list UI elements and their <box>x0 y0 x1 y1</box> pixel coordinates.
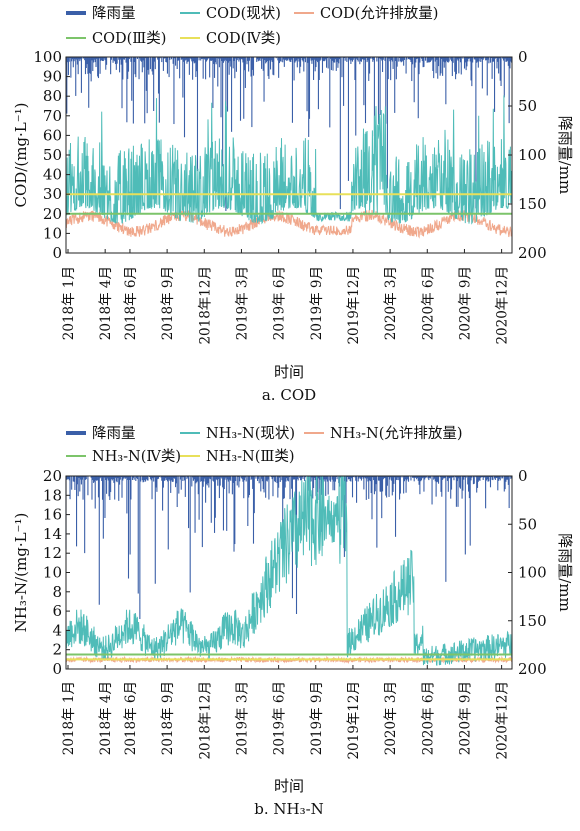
y-left-tick-label: 100 <box>33 48 62 66</box>
chart-caption: b. NH₃-N <box>254 800 324 818</box>
y-left-tick-label: 2 <box>52 641 62 659</box>
y-left-tick-label: 0 <box>52 660 62 678</box>
allowed-series-line <box>65 208 513 239</box>
legend-item: COD(Ⅲ类) <box>92 30 166 47</box>
x-tick-label: 2020年 9月 <box>457 266 473 340</box>
y-right-tick-label: 50 <box>518 515 537 533</box>
y-left-tick-label: 80 <box>43 87 62 105</box>
legend: 降雨量 COD(现状) COD(允许排放量) COD(Ⅲ类) COD(Ⅳ类) <box>66 5 438 47</box>
y-right-tick-label: 50 <box>518 97 537 115</box>
x-tick-label: 2018年12月 <box>197 681 213 760</box>
y-left-tick-label: 10 <box>43 224 62 242</box>
y-left-tick-label: 70 <box>43 107 62 125</box>
x-tick-label: 2018年 1月 <box>61 266 77 340</box>
x-axis-label: 时间 <box>274 363 304 381</box>
y-right-tick-label: 100 <box>518 146 547 164</box>
x-tick-label: 2020年 3月 <box>383 266 399 340</box>
x-tick-label: 2020年 6月 <box>420 681 436 755</box>
x-tick-label: 2020年 9月 <box>457 681 473 755</box>
x-tick-label: 2020年12月 <box>495 681 511 760</box>
y-left-axis-label: NH₃-N/(mg·L⁻¹) <box>12 513 30 633</box>
legend: 降雨量 NH₃-N(现状) NH₃-N(允许排放量) NH₃-N(Ⅳ类) NH₃-N(Ⅲ… <box>66 425 463 465</box>
current-series-line <box>65 475 513 666</box>
x-tick-label: 2018年 1月 <box>61 681 77 755</box>
y-right-tick-label: 0 <box>518 467 528 485</box>
legend-item: NH₃-N(Ⅳ类) <box>92 448 181 465</box>
x-tick-label: 2019年 3月 <box>234 681 250 755</box>
y-right-tick-label: 150 <box>518 612 547 630</box>
y-left-tick-label: 12 <box>43 544 62 562</box>
y-left-tick-label: 0 <box>52 244 62 262</box>
legend-item: COD(允许排放量) <box>320 5 438 22</box>
y-left-tick-label: 10 <box>43 564 62 582</box>
x-tick-label: 2018年 9月 <box>160 681 176 755</box>
y-left-tick-label: 8 <box>52 583 62 601</box>
x-tick-label: 2018年 4月 <box>98 266 114 340</box>
x-tick-label: 2019年12月 <box>346 266 362 345</box>
y-right-tick-label: 200 <box>518 660 547 678</box>
y-left-tick-label: 16 <box>43 506 62 524</box>
x-tick-label: 2019年12月 <box>346 681 362 760</box>
y-left-tick-label: 60 <box>43 126 62 144</box>
x-tick-label: 2019年 9月 <box>309 681 325 755</box>
y-left-tick-label: 40 <box>43 166 62 184</box>
y-left-axis-label: COD/(mg·L⁻¹) <box>12 102 30 207</box>
x-tick-label: 2018年 4月 <box>98 681 114 755</box>
x-axis-label: 时间 <box>274 777 304 795</box>
rainfall-series <box>65 476 513 619</box>
legend-item: NH₃-N(现状) <box>206 425 295 442</box>
y-left-tick-label: 6 <box>52 602 62 620</box>
y-right-tick-label: 100 <box>518 564 547 582</box>
x-tick-label: 2019年 9月 <box>309 266 325 340</box>
y-right-tick-label: 150 <box>518 195 547 213</box>
y-right-tick-label: 0 <box>518 48 528 66</box>
x-tick-label: 2019年 3月 <box>234 266 250 340</box>
legend-item: COD(Ⅳ类) <box>206 30 281 47</box>
x-tick-label: 2018年 9月 <box>160 266 176 340</box>
rainfall-series <box>65 57 513 212</box>
x-tick-label: 2019年 6月 <box>272 266 288 340</box>
y-right-axis-label: 降雨量/mm <box>556 116 574 195</box>
y-right-axis-label: 降雨量/mm <box>556 533 574 612</box>
legend-item: COD(现状) <box>206 5 281 22</box>
legend-item: NH₃-N(允许排放量) <box>330 425 463 442</box>
legend-item: 降雨量 <box>92 425 136 442</box>
y-left-tick-label: 18 <box>43 486 62 504</box>
y-left-tick-label: 20 <box>43 467 62 485</box>
y-left-tick-label: 30 <box>43 185 62 203</box>
x-tick-label: 2018年 6月 <box>123 266 139 340</box>
x-tick-label: 2020年 3月 <box>383 681 399 755</box>
x-tick-label: 2020年 6月 <box>420 266 436 340</box>
x-tick-label: 2019年 6月 <box>272 681 288 755</box>
y-left-tick-label: 20 <box>43 205 62 223</box>
chart-caption: a. COD <box>262 386 316 404</box>
y-left-tick-label: 50 <box>43 146 62 164</box>
x-tick-label: 2018年12月 <box>197 266 213 345</box>
current-series-line <box>65 95 513 225</box>
y-left-tick-label: 90 <box>43 68 62 86</box>
y-left-tick-label: 4 <box>52 621 62 639</box>
y-left-tick-label: 14 <box>43 525 62 543</box>
y-right-tick-label: 200 <box>518 244 547 262</box>
x-tick-label: 2018年 6月 <box>123 681 139 755</box>
x-tick-label: 2020年12月 <box>495 266 511 345</box>
legend-item: NH₃-N(Ⅲ类) <box>206 448 295 465</box>
legend-item: 降雨量 <box>92 5 136 22</box>
